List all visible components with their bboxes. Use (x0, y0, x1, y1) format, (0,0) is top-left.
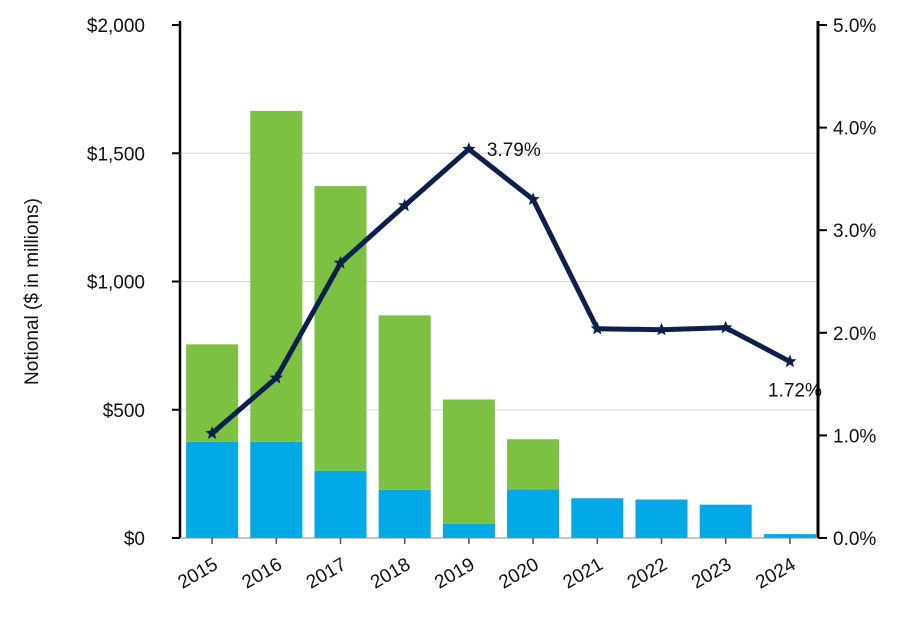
bar-segment-blue (186, 441, 239, 538)
bar-segment-green (442, 399, 495, 524)
left-tick-label: $1,500 (87, 144, 145, 165)
right-tick-label: 3.0% (833, 221, 876, 242)
left-tick-label: $2,000 (87, 16, 145, 37)
x-tick-label: 2019 (431, 554, 478, 593)
line-point-marker (333, 256, 348, 269)
bar-segment-blue (314, 470, 367, 538)
line-point-marker (398, 198, 412, 212)
bar-segment-green (250, 110, 303, 442)
y-axis-title: Notional ($ in millions) (22, 198, 43, 385)
bar-segment-blue (763, 534, 816, 538)
left-tick-label: $0 (124, 529, 145, 550)
right-tick-label: 0.0% (833, 529, 876, 550)
bar-segment-blue (378, 489, 431, 538)
x-tick-label: 2020 (495, 554, 542, 593)
bar-series (186, 110, 816, 538)
line-point-marker (654, 322, 669, 336)
bar-segment-green (507, 439, 560, 490)
x-tick-label: 2018 (367, 554, 414, 593)
line-point-marker (590, 321, 604, 335)
line-point-marker (719, 320, 733, 334)
x-tick-label: 2021 (560, 554, 607, 593)
bar-segment-green (378, 315, 431, 490)
line-point-marker (462, 142, 476, 155)
bar-segment-green (314, 186, 367, 471)
bar-segment-blue (635, 499, 688, 538)
bar-segment-blue (699, 504, 752, 538)
x-tick-label: 2022 (624, 554, 671, 593)
line-point-marker (205, 426, 219, 439)
x-tick-label: 2016 (239, 554, 286, 593)
left-tick-label: $500 (103, 401, 145, 422)
data-label: 1.72% (768, 381, 822, 402)
x-tick-label: 2023 (688, 554, 735, 593)
line-point-marker (783, 354, 797, 368)
right-tick-label: 5.0% (833, 16, 876, 37)
bar-segment-blue (250, 441, 303, 538)
x-tick-label: 2024 (752, 554, 799, 594)
bar-segment-blue (507, 489, 560, 538)
axes (172, 21, 827, 544)
x-tick-label: 2017 (303, 554, 350, 593)
bar-segment-green (186, 344, 239, 442)
left-tick-label: $1,000 (87, 273, 145, 294)
data-label: 3.79% (487, 140, 541, 161)
line-series-path (210, 146, 792, 436)
right-tick-label: 1.0% (833, 426, 876, 447)
line-point-marker (526, 192, 540, 206)
right-tick-label: 2.0% (833, 324, 876, 345)
line-point-marker (269, 370, 283, 384)
right-tick-label: 4.0% (833, 119, 876, 140)
bar-segment-blue (571, 498, 624, 538)
bar-segment-blue (442, 523, 495, 538)
line-series (205, 142, 797, 439)
x-tick-label: 2015 (174, 554, 221, 593)
